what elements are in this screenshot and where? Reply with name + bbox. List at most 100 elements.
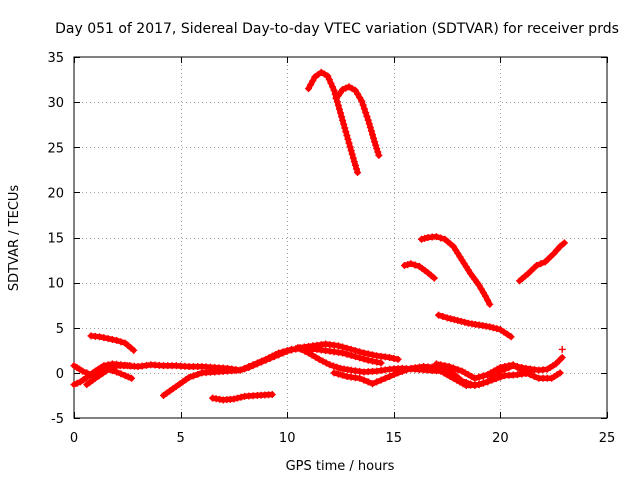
data-point — [394, 355, 402, 363]
data-point — [348, 150, 356, 158]
y-tick-label: 0 — [56, 367, 64, 382]
data-point — [368, 131, 376, 139]
data-point — [390, 354, 398, 362]
data-point — [556, 369, 564, 377]
data-point — [421, 234, 429, 242]
data-point — [475, 281, 483, 289]
data-point — [333, 363, 341, 371]
data-point — [343, 344, 351, 352]
data-point — [360, 355, 368, 363]
data-point — [458, 377, 466, 385]
x-axis-label: GPS time / hours — [286, 459, 395, 474]
data-point — [531, 372, 539, 380]
data-point — [307, 81, 315, 89]
data-point — [558, 354, 566, 362]
x-tick-label: 15 — [386, 431, 403, 446]
data-point — [533, 261, 541, 269]
data-point — [489, 324, 497, 332]
x-tick-label: 5 — [176, 431, 184, 446]
series-arc-12 — [400, 260, 438, 282]
series-arc-06 — [209, 391, 276, 404]
data-point — [404, 261, 412, 269]
data-point — [368, 380, 376, 388]
data-point — [553, 246, 561, 254]
data-point — [552, 360, 560, 368]
data-point — [330, 369, 338, 377]
data-point — [370, 134, 378, 142]
data-point — [394, 369, 402, 377]
data-point — [496, 326, 504, 334]
data-point — [368, 351, 376, 359]
data-point — [550, 250, 558, 258]
data-point — [113, 336, 121, 344]
data-point — [364, 378, 372, 386]
data-point — [241, 364, 249, 372]
data-point — [477, 285, 485, 293]
series-arc-15 — [516, 239, 568, 285]
data-point — [560, 239, 568, 247]
data-point — [356, 94, 364, 102]
x-tick-label: 10 — [279, 431, 296, 446]
data-point — [400, 261, 408, 269]
data-point — [79, 367, 87, 375]
data-point — [351, 86, 359, 94]
data-point — [73, 379, 81, 387]
data-point — [447, 315, 455, 323]
axis-ticks — [74, 57, 608, 419]
y-tick-label: 10 — [47, 277, 64, 292]
y-tick-label: 20 — [47, 186, 64, 201]
data-point — [398, 367, 406, 375]
data-point — [462, 379, 470, 387]
data-point — [359, 101, 367, 109]
data-point — [371, 138, 379, 146]
data-point — [358, 97, 366, 105]
data-point — [505, 362, 513, 370]
data-point — [356, 374, 364, 382]
series-arc-13 — [418, 233, 494, 308]
data-point — [339, 371, 347, 379]
data-point — [341, 124, 349, 132]
data-point — [418, 235, 426, 243]
data-point — [334, 342, 342, 350]
data-point — [308, 351, 316, 359]
data-point — [347, 147, 355, 155]
data-point — [354, 90, 362, 98]
data-point — [329, 83, 337, 91]
data-point — [411, 261, 419, 269]
data-point — [98, 369, 106, 377]
data-point — [309, 77, 317, 85]
data-point — [297, 345, 305, 353]
data-point — [315, 355, 323, 363]
data-point — [106, 365, 114, 373]
data-point — [347, 345, 355, 353]
data-point — [372, 141, 380, 149]
data-point — [249, 361, 257, 369]
data-point — [322, 359, 330, 367]
data-point — [475, 373, 483, 381]
data-point — [117, 370, 125, 378]
data-point — [437, 234, 445, 242]
data-point — [109, 363, 117, 371]
data-point — [537, 260, 545, 268]
data-point — [435, 311, 443, 319]
data-point — [484, 296, 492, 304]
data-point — [364, 116, 372, 124]
data-point — [121, 372, 129, 380]
data-point — [329, 362, 337, 370]
data-point — [343, 350, 351, 358]
series-arc-14 — [435, 311, 515, 341]
data-series — [70, 68, 568, 404]
data-point — [351, 347, 359, 355]
data-point — [301, 347, 309, 355]
data-point — [268, 391, 276, 399]
data-point — [432, 360, 440, 368]
data-point — [342, 84, 350, 92]
data-point — [356, 354, 364, 362]
data-point — [96, 333, 104, 341]
data-point — [337, 109, 344, 117]
data-point — [467, 380, 475, 388]
series-arc-10 — [305, 68, 362, 177]
data-point — [352, 165, 360, 173]
data-point — [445, 363, 453, 371]
data-point — [373, 358, 381, 366]
